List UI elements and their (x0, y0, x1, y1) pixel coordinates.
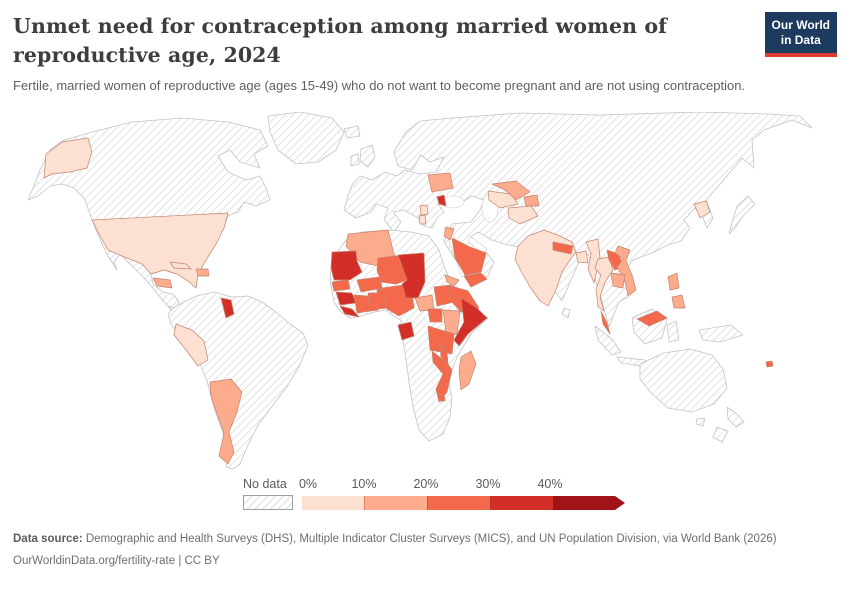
country-shape[interactable] (220, 297, 235, 319)
island-ireland[interactable] (350, 153, 360, 167)
country-shape[interactable] (444, 274, 460, 287)
country-shape[interactable] (552, 241, 574, 255)
country-shape[interactable] (636, 310, 668, 327)
owid-logo[interactable]: Our World in Data (764, 12, 837, 57)
island-japan[interactable] (728, 195, 756, 235)
country-shape[interactable] (173, 323, 209, 367)
country-shape[interactable] (331, 279, 351, 292)
world-map (0, 111, 850, 480)
legend-tick-40: 40% (537, 477, 563, 491)
country-shape[interactable] (600, 310, 611, 335)
landmass-eurasia[interactable] (343, 111, 813, 328)
island-sri-lanka[interactable] (561, 307, 571, 319)
island-great-britain[interactable] (359, 144, 376, 168)
island-new-zealand-north[interactable] (726, 406, 745, 428)
legend-ticks: 0% 10% 20% 30% 40% (298, 477, 632, 495)
legend-tick-30: 30% (475, 477, 501, 491)
landmass-south-america[interactable] (167, 291, 309, 470)
country-shape[interactable] (419, 204, 429, 216)
country-shape[interactable] (339, 305, 360, 318)
legend-swatch-20-30[interactable] (427, 496, 490, 510)
chart-footer: Data source: Demographic and Health Surv… (13, 531, 837, 571)
country-shape[interactable] (693, 200, 711, 219)
country-shape[interactable] (671, 294, 686, 309)
country-shape[interactable] (443, 226, 455, 241)
country-shape[interactable] (91, 212, 229, 289)
landmass-greenland[interactable] (267, 111, 345, 165)
country-shape[interactable] (431, 350, 453, 403)
owid-logo-line2: in Data (780, 33, 821, 47)
legend-no-data-swatch[interactable] (243, 495, 293, 510)
legend-swatch-10-20[interactable] (364, 496, 427, 510)
country-shape[interactable] (169, 261, 192, 270)
island-iceland[interactable] (343, 125, 361, 139)
license-line[interactable]: OurWorldinData.org/fertility-rate | CC B… (13, 555, 220, 568)
owid-logo-line1: Our World (771, 18, 830, 32)
country-shape[interactable] (451, 237, 487, 276)
legend-gradient (302, 496, 632, 510)
country-shape[interactable] (195, 268, 210, 277)
country-shape[interactable] (585, 238, 601, 284)
island-new-guinea[interactable] (698, 324, 744, 343)
country-shape[interactable] (614, 245, 637, 297)
legend-tick-0: 0% (298, 477, 318, 491)
country-shape[interactable] (667, 272, 680, 291)
legend-swatch-0-10[interactable] (302, 496, 364, 510)
island-tasmania[interactable] (695, 417, 706, 427)
country-shape[interactable] (575, 250, 589, 264)
data-source-line: Data source: Demographic and Health Surv… (13, 531, 837, 548)
country-shape[interactable] (427, 172, 454, 193)
country-shape[interactable] (367, 292, 379, 312)
data-source-text: Demographic and Health Surveys (DHS), Mu… (82, 533, 777, 545)
legend-tick-10: 10% (351, 477, 377, 491)
country-shape[interactable] (442, 309, 461, 335)
island-sulawesi[interactable] (666, 320, 680, 343)
country-shape[interactable] (353, 294, 371, 314)
chart-title: Unmet need for contraception among marri… (13, 14, 668, 68)
country-shape[interactable] (397, 252, 426, 299)
country-shape[interactable] (43, 137, 93, 179)
country-shape[interactable] (594, 256, 614, 312)
landmass-australia[interactable] (639, 348, 728, 413)
country-shape[interactable] (418, 214, 427, 225)
legend-swatch-30-40[interactable] (490, 496, 553, 510)
legend-tick-20: 20% (413, 477, 439, 491)
country-shape[interactable] (152, 277, 173, 289)
country-shape[interactable] (765, 360, 774, 368)
island-new-zealand-south[interactable] (712, 426, 729, 443)
country-shape[interactable] (427, 308, 443, 323)
legend-no-data-label: No data (243, 477, 287, 491)
country-shape[interactable] (209, 378, 243, 465)
chart-subtitle: Fertile, married women of reproductive a… (13, 78, 746, 94)
island-sumatra[interactable] (594, 325, 622, 356)
country-shape[interactable] (458, 350, 477, 391)
country-shape[interactable] (427, 325, 455, 355)
country-shape[interactable] (507, 205, 539, 225)
legend-no-data[interactable]: No data (243, 477, 295, 510)
country-shape[interactable] (436, 194, 447, 207)
country-shape[interactable] (397, 321, 415, 341)
chart-header: Unmet need for contraception among marri… (13, 12, 837, 96)
country-shape[interactable] (463, 272, 488, 288)
country-shape[interactable] (610, 272, 626, 289)
country-shape[interactable] (523, 194, 540, 207)
country-shape[interactable] (330, 250, 363, 281)
data-source-label: Data source: (13, 533, 83, 545)
country-shape[interactable] (453, 297, 488, 347)
country-shape[interactable] (491, 180, 531, 201)
country-shape[interactable] (437, 393, 446, 402)
world-map-svg (27, 111, 813, 470)
legend-swatch-40-plus[interactable] (553, 496, 625, 510)
legend-color-bar: 0% 10% 20% 30% 40% (298, 477, 632, 510)
